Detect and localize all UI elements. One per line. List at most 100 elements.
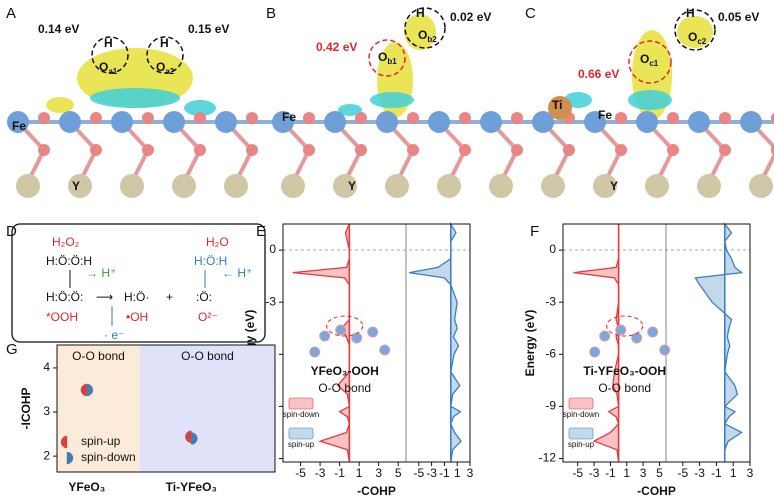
x-tick-label: 1 xyxy=(730,466,737,480)
atom-label: Fe xyxy=(598,108,612,122)
atom-sub: c2 xyxy=(697,37,706,46)
y-atom xyxy=(172,174,196,198)
atom-base: O xyxy=(688,30,697,44)
density-blob xyxy=(628,90,672,110)
dashed-ring xyxy=(628,40,672,84)
o-atom xyxy=(246,112,258,124)
atom-label: Oa1 xyxy=(99,60,118,76)
slab xyxy=(7,48,278,198)
o-atom xyxy=(38,112,50,124)
annotation: O-O bond xyxy=(181,349,234,363)
y-tick-label: -12 xyxy=(539,451,557,465)
x-tick-label: -3 xyxy=(426,466,437,480)
x-tick-label: 1 xyxy=(623,466,630,480)
inset-atom xyxy=(335,324,347,336)
density-blob xyxy=(184,100,216,116)
atom-base: O xyxy=(418,28,427,42)
y-axis-title: Energy (eV) xyxy=(523,310,537,377)
x-tick-label: Ti-YFeO₃ xyxy=(166,480,217,494)
o-atom xyxy=(667,112,679,124)
fe-atom xyxy=(324,111,346,133)
dashed-ring xyxy=(146,36,184,74)
x-axis-title: -COHP xyxy=(357,484,396,498)
legend-label: spin-up xyxy=(81,434,121,448)
fe-atom xyxy=(272,111,294,133)
y-tick-label: 4 xyxy=(43,360,50,374)
energy-label: 0.66 eV xyxy=(578,67,619,81)
fe-atom xyxy=(59,111,81,133)
point-half xyxy=(80,383,88,397)
x-tick-label: 3 xyxy=(467,466,474,480)
o-atom xyxy=(355,112,367,124)
o-atom xyxy=(246,144,258,156)
energy-label: 0.14 eV xyxy=(38,22,79,36)
fe-atom xyxy=(428,111,450,133)
energy-label: 0.15 eV xyxy=(188,22,229,36)
atom-sub: b2 xyxy=(427,35,437,44)
species-label: H₂O xyxy=(206,235,229,249)
o-atom xyxy=(771,144,774,156)
x-tick-label: 3 xyxy=(747,466,754,480)
legend-label: spin-up xyxy=(288,440,315,449)
x-tick-label: -5 xyxy=(572,466,583,480)
y-tick-label: -3 xyxy=(545,294,556,308)
species-label: •OH xyxy=(126,310,148,324)
y-tick-label: 0 xyxy=(269,242,276,256)
atom-sub: c1 xyxy=(649,59,658,68)
density-blob xyxy=(90,88,180,108)
panel-letter: A xyxy=(6,5,16,22)
dashed-ring xyxy=(91,36,129,74)
legend-swatch xyxy=(288,427,314,440)
category-background xyxy=(57,345,140,472)
inset-atom xyxy=(319,330,331,342)
legend-label: spin-down xyxy=(81,450,136,464)
fe-atom xyxy=(163,111,185,133)
cohp-curve xyxy=(694,222,744,462)
atom-label: Ti xyxy=(552,98,562,112)
o-atom xyxy=(303,112,315,124)
x-tick-label: 5 xyxy=(395,466,402,480)
panel-letter: C xyxy=(525,5,536,22)
y-atom xyxy=(437,174,461,198)
legend-swatch xyxy=(568,397,594,410)
species-label: H₂O₂ xyxy=(52,235,80,249)
o-atom xyxy=(459,144,471,156)
o-atom xyxy=(142,112,154,124)
panel-letter: B xyxy=(266,5,276,22)
o-atom xyxy=(771,112,774,124)
inset-atom xyxy=(659,344,671,356)
o-atom xyxy=(90,144,102,156)
o-atom xyxy=(459,112,471,124)
fe-atom xyxy=(376,111,398,133)
y-atom xyxy=(68,174,92,198)
energy-label: 0.02 eV xyxy=(450,10,491,24)
x-axis-title: -COHP xyxy=(637,484,676,498)
x-tick-label: YFeO₃ xyxy=(68,480,105,494)
electron-label: · e⁻ xyxy=(104,328,124,342)
atom-label: H xyxy=(104,36,113,50)
inset-atom xyxy=(631,332,643,344)
atom-label: H xyxy=(686,6,695,20)
fe-atom xyxy=(532,111,554,133)
y-atom xyxy=(16,174,40,198)
atom-base: O xyxy=(156,60,165,74)
legend-label: spin-down xyxy=(563,410,599,419)
x-tick-label: -3 xyxy=(315,466,326,480)
o-atom xyxy=(563,144,575,156)
y-atom xyxy=(749,174,773,198)
inset-ring xyxy=(606,315,644,337)
y-atom xyxy=(333,174,357,198)
icohp-chart: O-O bond YFeO₃ O-O bond Ti-YFeO₃ 2 3 4 -ICOHP sp… xyxy=(19,344,276,494)
cohp-curve xyxy=(573,224,620,463)
y-atom xyxy=(224,174,248,198)
inset-atom xyxy=(351,332,363,344)
atom-label: Y xyxy=(72,179,80,193)
dashed-ring xyxy=(404,7,446,49)
inset-atom xyxy=(615,324,627,336)
atom-label: Ob1 xyxy=(378,50,397,66)
x-tick-label: 1 xyxy=(454,466,461,480)
cohp-curve xyxy=(409,221,462,463)
atom-label: H xyxy=(416,6,425,20)
lewis-structure: H:Ö:Ö: xyxy=(46,290,83,304)
